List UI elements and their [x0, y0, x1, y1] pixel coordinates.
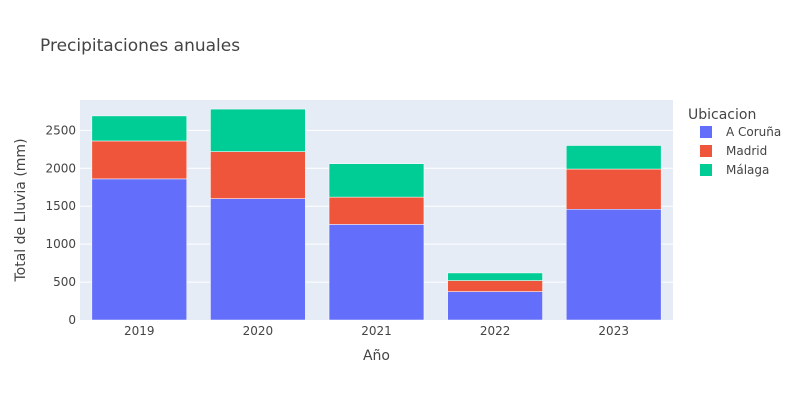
- y-axis-title: Total de Lluvia (mm): [13, 138, 29, 282]
- y-tick-label: 2000: [45, 161, 76, 175]
- bar-segment: [91, 140, 187, 180]
- bar-segment: [447, 272, 543, 281]
- bar-segment: [328, 224, 425, 321]
- bar-segment: [328, 196, 425, 225]
- bar-segment: [447, 291, 543, 321]
- bar-segment: [566, 168, 662, 210]
- legend-swatch: [700, 145, 712, 157]
- y-axis: 0 500 1000 1500 2000 2500: [45, 123, 76, 327]
- bar-segment: [210, 108, 306, 152]
- bar-segment: [566, 208, 662, 321]
- bars: [91, 108, 662, 321]
- chart-title: Precipitaciones anuales: [40, 36, 240, 56]
- x-tick-label: 2022: [480, 324, 511, 338]
- bar-segment: [210, 151, 306, 199]
- bar-segment: [447, 280, 543, 292]
- y-tick-label: 2500: [45, 123, 76, 137]
- bar-segment: [91, 115, 187, 142]
- y-tick-label: 1000: [45, 237, 76, 251]
- legend-swatch: [700, 126, 712, 138]
- legend-label: Málaga: [726, 163, 769, 177]
- bar-segment: [328, 163, 425, 198]
- legend-swatch: [700, 164, 712, 176]
- y-tick-label: 1500: [45, 199, 76, 213]
- x-axis: 2019 2020 2021 2022 2023: [124, 324, 629, 338]
- x-tick-label: 2019: [124, 324, 155, 338]
- x-axis-title: Año: [363, 348, 390, 364]
- x-tick-label: 2020: [243, 324, 274, 338]
- y-tick-label: 0: [68, 313, 76, 327]
- y-tick-label: 500: [53, 275, 76, 289]
- legend-label: A Coruña: [726, 125, 781, 139]
- bar-segment: [91, 178, 187, 321]
- bar-segment: [210, 198, 306, 321]
- x-tick-label: 2021: [361, 324, 392, 338]
- x-tick-label: 2023: [598, 324, 629, 338]
- legend-title: Ubicacion: [688, 107, 756, 123]
- legend-label: Madrid: [726, 144, 767, 158]
- bar-segment: [566, 145, 662, 170]
- legend: Ubicacion A Coruña Madrid Málaga: [688, 107, 781, 177]
